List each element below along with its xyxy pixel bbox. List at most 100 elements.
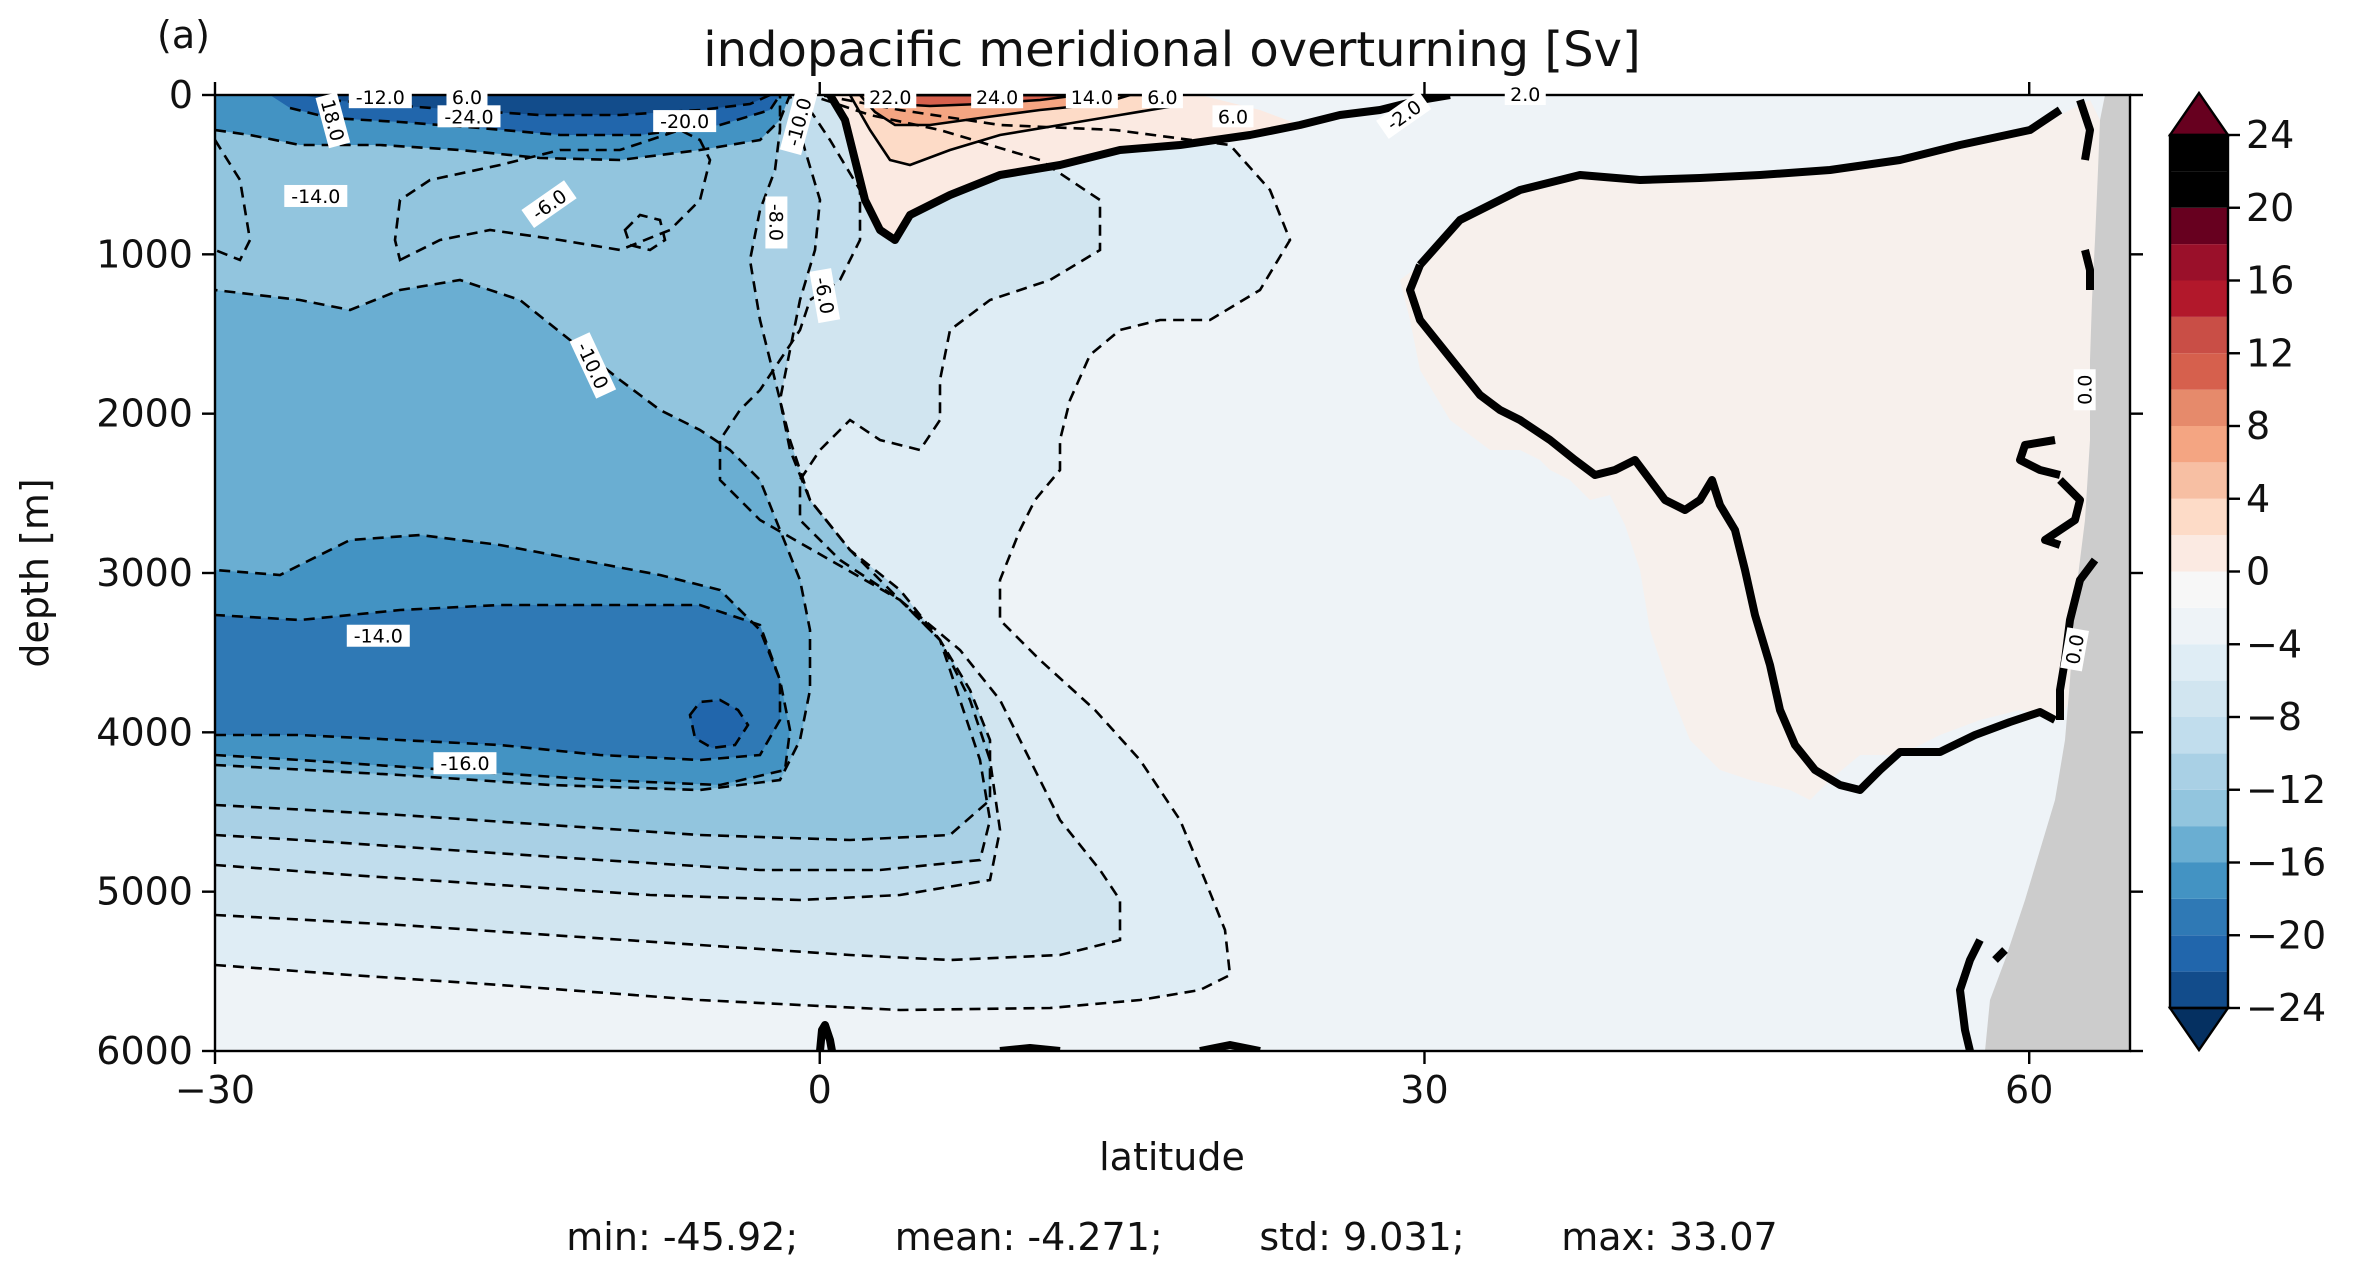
contour-label-bg: [653, 110, 717, 133]
colorbar-swatch: [2170, 571, 2228, 608]
colorbar-swatch: [2170, 353, 2228, 390]
colorbar-tick-label: 20: [2246, 186, 2294, 230]
contour-label-text: -14.0: [291, 186, 340, 208]
contour-label: -24.0: [437, 105, 501, 128]
colorbar-tick-label: −12: [2246, 768, 2326, 812]
contour-label-bg: [521, 180, 577, 229]
y-axis-label: depth [m]: [13, 478, 57, 667]
colorbar-tick-label: 0: [2246, 550, 2270, 594]
contour-label-bg: [437, 105, 501, 128]
contour-label-text: 6.0: [1218, 106, 1248, 128]
zero-contours: [816, 95, 2099, 1051]
chart-title: indopacific meridional overturning [Sv]: [703, 22, 1640, 78]
colorbar-swatch: [2170, 680, 2228, 717]
colorbar-swatch: [2170, 898, 2228, 936]
colorbar-swatch: [2170, 535, 2228, 572]
contour-label-bg: [864, 86, 917, 109]
contour-label: 22.0: [864, 86, 917, 109]
colorbar-swatch: [2170, 244, 2228, 281]
colorbar-tick-label: −8: [2246, 695, 2302, 739]
colorbar-swatch: [2170, 207, 2228, 245]
contour-label: -20.0: [653, 110, 717, 133]
x-axis: −30 0 30 60: [175, 82, 2053, 1112]
land-mask: [1985, 95, 2130, 1051]
contour-label-bg: [433, 752, 497, 775]
contour-label: -12.0: [348, 86, 412, 109]
contour-label-bg: [2073, 369, 2096, 411]
contour-label-text: 22.0: [869, 87, 911, 109]
x-tick-label: 30: [1400, 1068, 1448, 1112]
contour-label-text: -16.0: [440, 753, 489, 775]
contour-label-bg: [809, 268, 841, 324]
colorbar-swatch: [2170, 862, 2228, 899]
contour-label-text: 24.0: [976, 87, 1018, 109]
filled-band-minus18: [690, 700, 748, 748]
colorbar-swatch: [2170, 644, 2228, 681]
colorbar-swatch: [2170, 426, 2228, 463]
colorbar-swatch: [2170, 717, 2228, 754]
colorbar-swatch: [2170, 971, 2228, 1008]
negative-contours: [215, 95, 1292, 1012]
contour-label-bg: [1141, 86, 1183, 109]
panel-label: (a): [157, 13, 210, 57]
colorbar-tick-label: 8: [2246, 404, 2270, 448]
contour-label-bg: [1212, 105, 1254, 128]
colorbar-tick-label: −4: [2246, 622, 2302, 666]
plot-area: [215, 95, 2130, 1051]
contour-label-bg: [971, 86, 1024, 109]
colorbar-swatch: [2170, 280, 2228, 317]
colorbar-tick-label: −20: [2246, 913, 2326, 957]
colorbar-tick-label: −24: [2246, 986, 2326, 1030]
contour-label-bg: [1065, 86, 1118, 109]
contour-label: -8.0: [764, 196, 788, 249]
y-tick-label: 2000: [96, 392, 193, 436]
contour-label-text: 14.0: [1071, 87, 1113, 109]
y-tick-label: 0: [169, 73, 193, 117]
y-tick-label: 5000: [96, 870, 193, 914]
contour-label-bg: [569, 332, 617, 399]
contour-label: -16.0: [433, 752, 497, 775]
contour-label: -14.0: [346, 624, 410, 648]
colorbar-swatch: [2170, 789, 2228, 827]
contour-label-bg: [1376, 90, 1432, 139]
contour-label: 2.0: [1504, 83, 1546, 106]
filled-band-pos-deep: [1400, 100, 2100, 800]
contour-label-text: 6.0: [1147, 87, 1177, 109]
contour-label-bg: [779, 88, 818, 156]
contour-label: -14.0: [284, 184, 348, 208]
contour-label: 24.0: [971, 86, 1024, 109]
colorbar-swatch: [2170, 462, 2228, 499]
colorbar-tick-label: 12: [2246, 331, 2294, 375]
colorbar-swatch: [2170, 935, 2228, 972]
contour-label-text: -12.0: [356, 87, 405, 109]
contour-label-bg: [1504, 83, 1546, 105]
colorbar-tick-label: 4: [2246, 477, 2270, 521]
y-axis: 0 1000 2000 3000 4000 5000 6000: [96, 73, 2143, 1073]
contour-label-text: 0.0: [2075, 375, 2097, 405]
y-tick-label: 1000: [96, 232, 193, 276]
contour-label: 14.0: [1065, 86, 1118, 109]
contour-label: 6.0: [1212, 105, 1254, 128]
contour-label: 0.0: [2073, 369, 2097, 411]
filled-band-upper-neg3: [300, 95, 770, 115]
y-tick-label: 3000: [96, 551, 193, 595]
colorbar: [2167, 90, 2231, 1053]
contour-label-bg: [315, 92, 351, 149]
x-tick-label: −30: [175, 1068, 255, 1112]
stats-line: min: -45.92; mean: -4.271; std: 9.031; m…: [566, 1215, 1777, 1259]
colorbar-tick-label: 16: [2246, 259, 2294, 303]
contour-label-bg: [2060, 627, 2089, 672]
colorbar-swatch: [2170, 607, 2228, 645]
contour-label-text: 0.0: [2062, 633, 2089, 667]
colorbar-swatch: [2170, 316, 2228, 354]
colorbar-swatch: [2170, 753, 2228, 790]
colorbar-swatch: [2170, 389, 2228, 426]
contour-label: 6.0: [446, 86, 488, 109]
y-tick-label: 6000: [96, 1029, 193, 1073]
colorbar-swatch: [2170, 498, 2228, 536]
contour-label-text: 6.0: [452, 87, 482, 109]
contour-label-text: -8.0: [764, 204, 786, 241]
colorbar-ticks: −24 −20 −16 −12 −8 −4 0 4 8 12 16 20 24: [2228, 113, 2326, 1030]
contour-label-bg: [446, 86, 488, 109]
